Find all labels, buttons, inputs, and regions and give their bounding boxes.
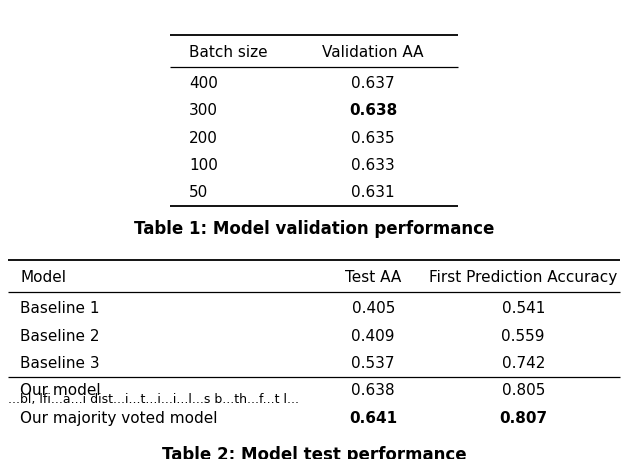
Text: 0.635: 0.635	[351, 131, 395, 146]
Text: Test AA: Test AA	[345, 270, 401, 285]
Text: Our majority voted model: Our majority voted model	[20, 411, 218, 426]
Text: Model: Model	[20, 270, 66, 285]
Text: 0.405: 0.405	[351, 302, 395, 316]
Text: Table 2: Model test performance: Table 2: Model test performance	[161, 446, 466, 459]
Text: 0.637: 0.637	[351, 76, 395, 91]
Text: 100: 100	[189, 158, 218, 173]
Text: Baseline 1: Baseline 1	[20, 302, 100, 316]
Text: 200: 200	[189, 131, 218, 146]
Text: Table 1: Model validation performance: Table 1: Model validation performance	[134, 220, 494, 238]
Text: 0.742: 0.742	[502, 356, 545, 371]
Text: 400: 400	[189, 76, 218, 91]
Text: 0.537: 0.537	[351, 356, 395, 371]
Text: Baseline 2: Baseline 2	[20, 329, 100, 344]
Text: 0.805: 0.805	[502, 383, 545, 398]
Text: Validation AA: Validation AA	[323, 45, 424, 60]
Text: 0.638: 0.638	[349, 103, 397, 118]
Text: 0.559: 0.559	[502, 329, 545, 344]
Text: 50: 50	[189, 185, 208, 201]
Text: 0.633: 0.633	[351, 158, 395, 173]
Text: 300: 300	[189, 103, 218, 118]
Text: 0.631: 0.631	[351, 185, 395, 201]
Text: ...bl, lfi...a...i dist...i...t...i...i...l...s b...th...f...t l...: ...bl, lfi...a...i dist...i...t...i...i.…	[8, 393, 299, 406]
Text: 0.541: 0.541	[502, 302, 545, 316]
Text: First Prediction Accuracy: First Prediction Accuracy	[429, 270, 618, 285]
Text: 0.807: 0.807	[499, 411, 547, 426]
Text: 0.641: 0.641	[349, 411, 397, 426]
Text: 0.638: 0.638	[351, 383, 395, 398]
Text: Our model: Our model	[20, 383, 100, 398]
Text: Batch size: Batch size	[189, 45, 268, 60]
Text: 0.409: 0.409	[351, 329, 395, 344]
Text: Baseline 3: Baseline 3	[20, 356, 100, 371]
